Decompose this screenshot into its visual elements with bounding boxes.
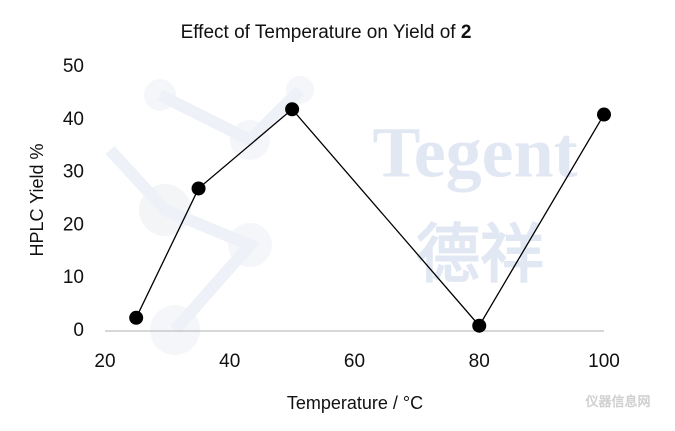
data-point xyxy=(129,310,144,325)
title-text: Effect of Temperature on Yield of xyxy=(181,22,461,43)
x-axis-title: Temperature / °C xyxy=(287,393,423,413)
y-tick-label: 10 xyxy=(63,267,84,288)
y-tick-label: 0 xyxy=(73,320,84,341)
x-tick-label: 80 xyxy=(469,351,490,372)
data-point xyxy=(597,107,611,122)
y-tick-label: 50 xyxy=(63,56,84,77)
x-tick-label: 100 xyxy=(588,351,620,372)
y-tick-label: 30 xyxy=(63,162,84,183)
chart-title: Effect of Temperature on Yield of 2 xyxy=(181,22,472,43)
x-tick-label: 40 xyxy=(219,351,240,372)
y-axis-title: HPLC Yield % xyxy=(27,143,47,256)
watermark: Tegent xyxy=(372,113,577,193)
y-tick-label: 20 xyxy=(63,214,84,235)
data-point xyxy=(285,102,300,117)
data-point xyxy=(472,318,487,333)
watermark-decoration xyxy=(105,76,314,355)
watermark: 仪器信息网 xyxy=(584,394,650,409)
x-tick-label: 60 xyxy=(344,351,365,372)
watermark: 德祥 xyxy=(416,220,544,291)
title-compound: 2 xyxy=(461,22,472,43)
y-tick-label: 40 xyxy=(63,109,84,130)
data-point xyxy=(191,181,206,196)
x-tick-label: 20 xyxy=(94,351,115,372)
